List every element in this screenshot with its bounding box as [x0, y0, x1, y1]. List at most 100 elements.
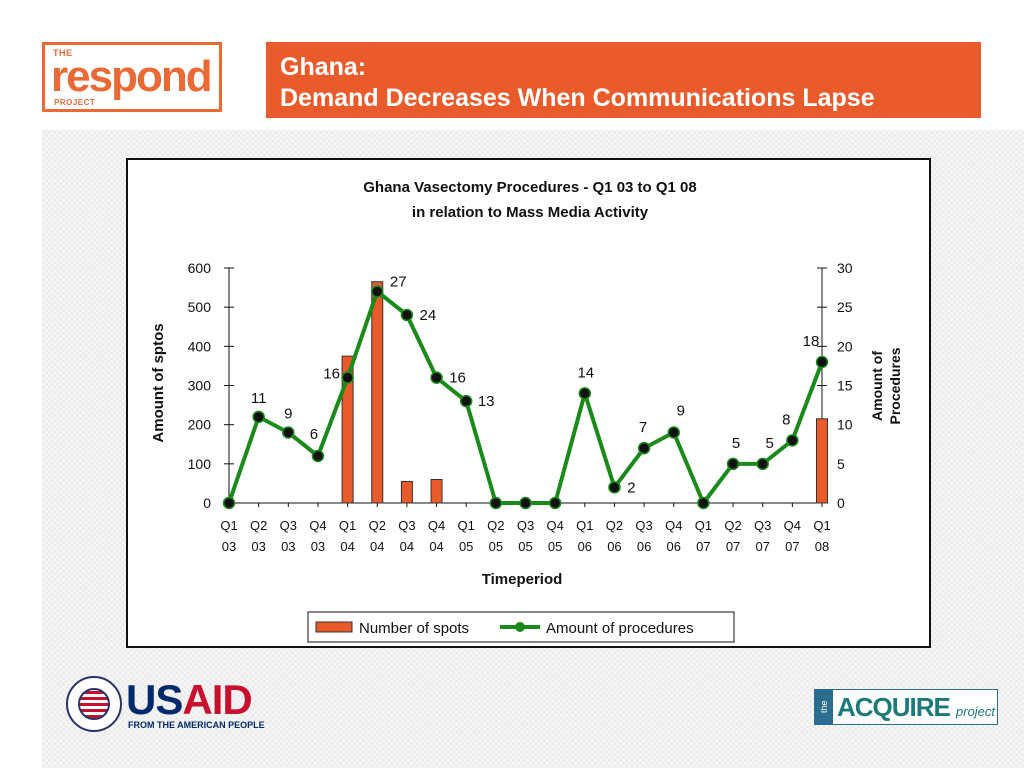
procedures-point [726, 457, 740, 471]
x-tick-label-year: 04 [429, 539, 443, 554]
procedures-data-label: 11 [251, 390, 267, 407]
usaid-logo: USAID FROM THE AMERICAN PEOPLE [66, 676, 266, 738]
procedures-point [786, 434, 799, 447]
x-tick-label-year: 08 [815, 539, 829, 554]
y-tick-label: 600 [188, 260, 212, 276]
x-tick-label-quarter: Q1 [339, 518, 356, 533]
procedures-data-label: 8 [782, 411, 790, 428]
procedures-point [548, 496, 562, 510]
x-tick-label-quarter: Q2 [724, 518, 741, 533]
procedures-point [519, 496, 532, 510]
x-tick-label-year: 07 [785, 539, 799, 554]
x-tick-label-year: 05 [459, 539, 473, 554]
procedures-point [815, 355, 829, 369]
y2-tick-label: 20 [837, 338, 853, 354]
respond-logo-wordmark: respond [51, 52, 213, 101]
spots-bar [430, 479, 443, 504]
x-tick-label-quarter: Q2 [369, 518, 386, 533]
y-tick-label: 100 [188, 456, 212, 472]
procedures-point [282, 426, 295, 439]
spots-bar [400, 480, 413, 504]
y-tick-label: 500 [188, 299, 212, 315]
procedures-data-label: 6 [310, 426, 318, 443]
x-tick-label-year: 03 [222, 539, 236, 554]
x-tick-label-quarter: Q2 [487, 518, 504, 533]
x-tick-label-year: 04 [370, 539, 384, 554]
x-tick-label-year: 07 [755, 539, 769, 554]
chart-legend: Number of spots Amount of procedures [307, 611, 735, 643]
procedures-data-label: 16 [323, 366, 340, 383]
x-tick-label-year: 03 [281, 539, 295, 554]
chart-subtitle: in relation to Mass Media Activity [412, 204, 649, 221]
x-tick-label-quarter: Q4 [784, 518, 801, 533]
x-tick-label-year: 04 [340, 539, 354, 554]
x-tick-label-year: 03 [251, 539, 265, 554]
procedures-data-label: 14 [577, 364, 594, 381]
procedures-point [697, 496, 710, 510]
x-tick-label-year: 06 [667, 539, 681, 554]
x-tick-label-year: 04 [400, 539, 414, 554]
legend-label-procedures: Amount of procedures [546, 620, 694, 637]
x-tick-label-year: 07 [696, 539, 710, 554]
x-tick-label-quarter: Q1 [220, 518, 237, 533]
x-axis-title: Timeperiod [482, 571, 563, 588]
spots-bar [816, 418, 828, 504]
x-tick-label-quarter: Q1 [695, 518, 712, 533]
procedures-point [489, 496, 503, 510]
x-tick-label-quarter: Q3 [635, 518, 652, 533]
spots-bar [371, 281, 384, 504]
usaid-tagline: FROM THE AMERICAN PEOPLE [128, 720, 265, 730]
x-tick-label-quarter: Q4 [428, 518, 445, 533]
procedures-point [667, 426, 680, 439]
plot-area: 0100200300400500600051015202530Q103Q203Q… [188, 260, 853, 554]
x-tick-label-quarter: Q2 [250, 518, 267, 533]
procedures-point [341, 371, 354, 384]
legend-line-marker [515, 622, 525, 632]
x-tick-label-year: 05 [548, 539, 562, 554]
x-tick-label-year: 06 [607, 539, 621, 554]
procedures-point [756, 457, 769, 471]
slide-title-banner: Ghana: Demand Decreases When Communicati… [266, 42, 981, 118]
x-tick-label-quarter: Q3 [280, 518, 297, 533]
chart-frame: Ghana Vasectomy Procedures - Q1 03 to Q1… [126, 158, 931, 648]
x-tick-label-quarter: Q1 [813, 518, 830, 533]
acquire-logo-the: the [815, 690, 833, 724]
chart-title: Ghana Vasectomy Procedures - Q1 03 to Q1… [363, 179, 696, 196]
procedures-data-label: 16 [449, 370, 466, 387]
legend-label-spots: Number of spots [359, 620, 469, 637]
y2-tick-label: 30 [837, 260, 853, 276]
procedures-point [637, 441, 651, 455]
y2-axis-title-line2: Procedures [887, 347, 903, 424]
procedures-data-label: 9 [677, 403, 685, 420]
x-tick-label-quarter: Q4 [546, 518, 563, 533]
acquire-logo-wordmark: ACQUIRE [837, 692, 951, 722]
x-tick-label-quarter: Q2 [606, 518, 623, 533]
combo-chart: Ghana Vasectomy Procedures - Q1 03 to Q1… [150, 179, 903, 643]
x-tick-label-year: 06 [578, 539, 592, 554]
usaid-wordmark: USAID [126, 676, 253, 723]
procedures-data-label: 5 [732, 435, 740, 452]
respond-logo-the: THE [53, 48, 73, 58]
procedures-data-label: 13 [478, 393, 495, 410]
y-tick-label: 400 [188, 338, 212, 354]
usaid-seal-icon [66, 676, 122, 732]
y-tick-label: 0 [203, 495, 211, 511]
procedures-data-label: 24 [420, 307, 437, 324]
x-tick-label-quarter: Q4 [665, 518, 682, 533]
procedures-point [311, 449, 325, 463]
x-tick-label-quarter: Q4 [309, 518, 326, 533]
y2-tick-label: 15 [837, 378, 853, 394]
x-tick-label-quarter: Q3 [517, 518, 534, 533]
procedures-point [400, 308, 414, 322]
respond-logo: THE respond PROJECT [42, 42, 222, 112]
legend-bar-swatch [315, 621, 353, 633]
acquire-project-logo: the ACQUIRE project [814, 689, 998, 725]
acquire-logo-project: project [956, 704, 996, 719]
procedures-point [578, 387, 592, 400]
x-tick-label-year: 05 [489, 539, 503, 554]
procedures-data-label: 9 [284, 406, 292, 423]
procedures-line [227, 289, 824, 505]
y2-axis-title-line1: Amount of [869, 351, 885, 421]
x-tick-label-quarter: Q3 [754, 518, 771, 533]
procedures-data-label: 2 [627, 479, 635, 496]
